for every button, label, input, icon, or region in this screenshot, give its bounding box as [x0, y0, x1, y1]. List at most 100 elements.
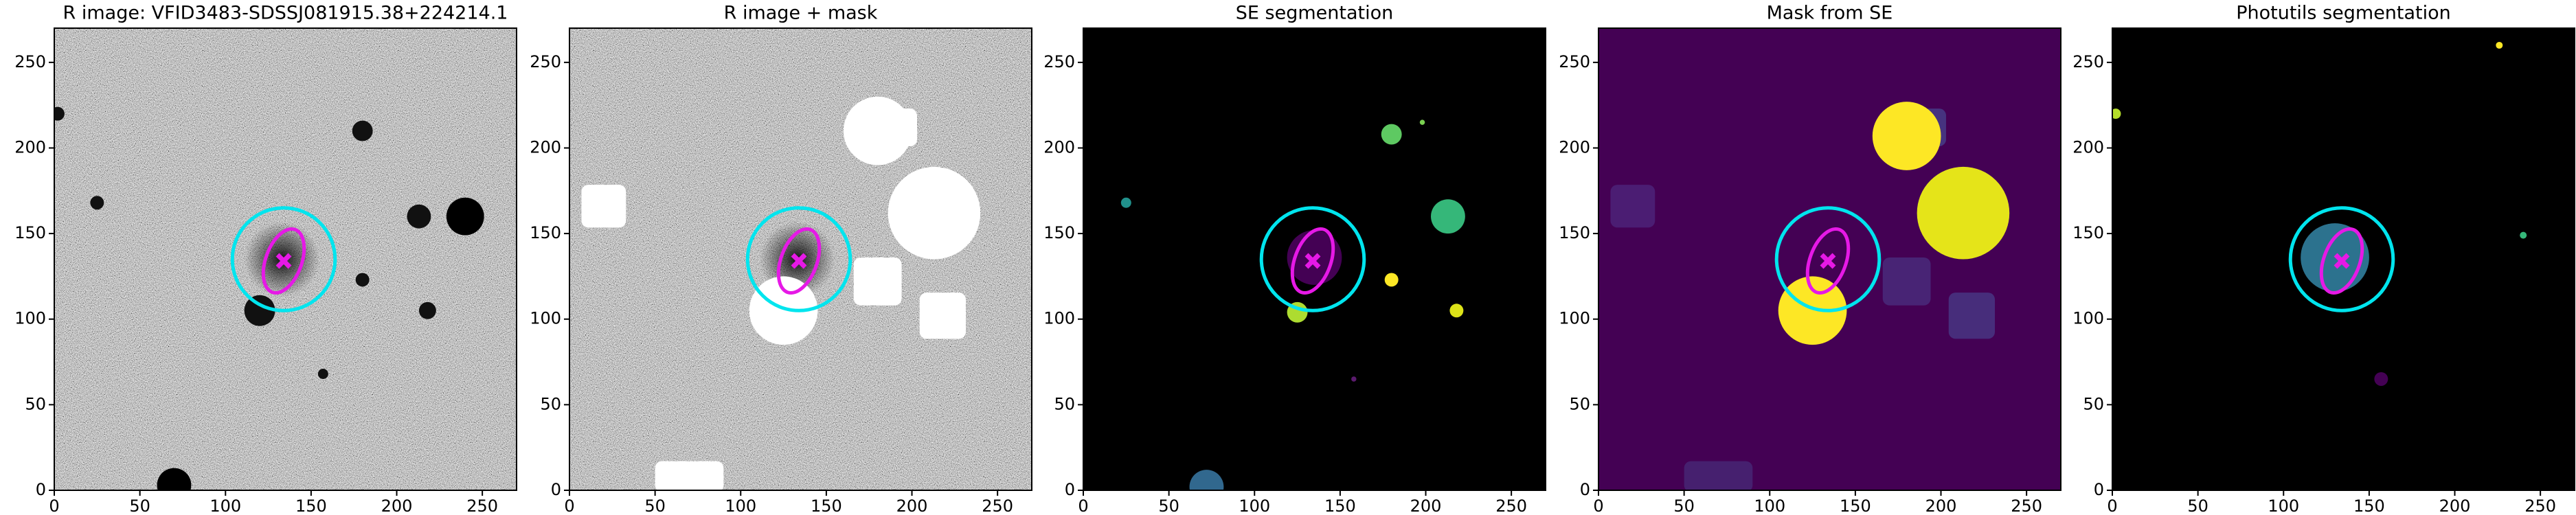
axes-frame [1083, 27, 1546, 491]
source [2112, 108, 2121, 119]
aperture-circle [1774, 206, 1882, 312]
center-marker [1820, 253, 1836, 269]
x-tick-label: 0 [564, 496, 574, 515]
x-tick-label: 50 [1158, 496, 1179, 515]
y-tick-label: 200 [530, 137, 561, 157]
source [1778, 276, 1847, 345]
y-tick-label: 0 [2094, 480, 2104, 499]
x-tick-label: 150 [1324, 496, 1356, 515]
mask-region [655, 461, 724, 490]
mask-region [1882, 258, 1931, 306]
x-tick-label: 250 [466, 496, 498, 515]
y-tick-label: 150 [2072, 223, 2104, 242]
x-tick-label: 250 [2524, 496, 2556, 515]
source [2496, 41, 2503, 49]
x-tick-label: 50 [2187, 496, 2208, 515]
source [244, 295, 275, 326]
x-tick-label: 200 [896, 496, 928, 515]
y-tick-label: 50 [1054, 394, 1075, 413]
panel: 0 50 100 150 200 250 0 50 100 150 200 250 R image: V… [14, 3, 517, 515]
x-tick-label: 200 [1925, 496, 1957, 515]
source [749, 276, 818, 345]
x-tick-label: 200 [381, 496, 413, 515]
mask-region [1610, 185, 1656, 228]
axes-frame [2112, 27, 2575, 491]
x-tick-label: 150 [295, 496, 327, 515]
y-tick-label: 50 [25, 394, 46, 413]
center-marker [275, 253, 292, 269]
mask-region [893, 108, 917, 146]
panel: 0 50 100 150 200 250 0 50 100 150 200 250 R image + … [530, 3, 1032, 515]
x-tick-label: 250 [982, 496, 1013, 515]
y-tick-label: 0 [36, 480, 46, 499]
source [2520, 231, 2527, 239]
ellipse [261, 227, 306, 295]
panel: 0 50 100 150 200 250 0 50 100 150 200 250 SE segment… [1043, 3, 1546, 515]
y-tick-label: 50 [540, 394, 561, 413]
y-tick-label: 250 [14, 52, 46, 71]
source [1351, 376, 1357, 382]
x-tick-label: 150 [811, 496, 842, 515]
y-tick-label: 50 [1569, 394, 1590, 413]
source [1419, 119, 1425, 125]
image [1083, 28, 1546, 490]
y-tick-label: 200 [1559, 137, 1590, 157]
aperture-circle [230, 206, 337, 312]
mask-region [1948, 293, 1996, 339]
panel-title: SE segmentation [1236, 3, 1393, 24]
x-tick-label: 50 [644, 496, 666, 515]
x-tick-label: 100 [1239, 496, 1270, 515]
source [54, 106, 65, 121]
source [1189, 470, 1224, 490]
source [90, 196, 104, 210]
source [1872, 102, 1941, 170]
source [418, 301, 436, 319]
x-tick-label: 250 [1495, 496, 1527, 515]
y-tick-label: 0 [1065, 480, 1075, 499]
ellipse [1805, 227, 1851, 295]
ellipse [1290, 227, 1335, 295]
y-tick-label: 150 [14, 223, 46, 242]
center-marker [1304, 253, 1321, 269]
source [352, 120, 373, 141]
source [317, 369, 328, 379]
x-tick-label: 150 [1840, 496, 1871, 515]
y-tick-label: 100 [1043, 309, 1075, 328]
panel: 0 50 100 150 200 250 0 50 100 150 200 250 Mask from … [1559, 3, 2061, 515]
panel-title: Mask from SE [1767, 3, 1893, 24]
y-tick-label: 150 [530, 223, 561, 242]
source [1120, 197, 1131, 208]
source [2301, 223, 2369, 292]
y-tick-label: 100 [2072, 309, 2104, 328]
y-tick-label: 0 [551, 480, 561, 499]
mask-region [919, 293, 967, 339]
aperture-circle [745, 206, 852, 312]
mask-region [581, 185, 626, 228]
y-tick-label: 50 [2083, 394, 2104, 413]
mask-region [853, 258, 902, 306]
y-tick-label: 150 [1043, 223, 1075, 242]
ellipse [2319, 227, 2364, 295]
y-tick-label: 250 [1559, 52, 1590, 71]
y-tick-label: 100 [14, 309, 46, 328]
center-marker [791, 253, 807, 269]
x-tick-label: 200 [1410, 496, 1442, 515]
panel-title: R image: VFID3483-SDSSJ081915.38+224214.… [63, 3, 508, 24]
y-tick-label: 200 [14, 137, 46, 157]
axes-frame [54, 27, 517, 491]
image [1598, 28, 2061, 490]
y-tick-label: 100 [530, 309, 561, 328]
source [407, 204, 431, 229]
x-tick-label: 100 [2268, 496, 2299, 515]
source [1384, 273, 1399, 287]
source [157, 468, 192, 490]
y-tick-label: 250 [530, 52, 561, 71]
center-marker [2334, 253, 2350, 269]
x-tick-label: 200 [2439, 496, 2471, 515]
x-tick-label: 100 [725, 496, 756, 515]
axes-frame [569, 27, 1032, 491]
x-tick-label: 50 [1673, 496, 1695, 515]
x-tick-label: 250 [2011, 496, 2042, 515]
panel-title: Photutils segmentation [2236, 3, 2451, 24]
